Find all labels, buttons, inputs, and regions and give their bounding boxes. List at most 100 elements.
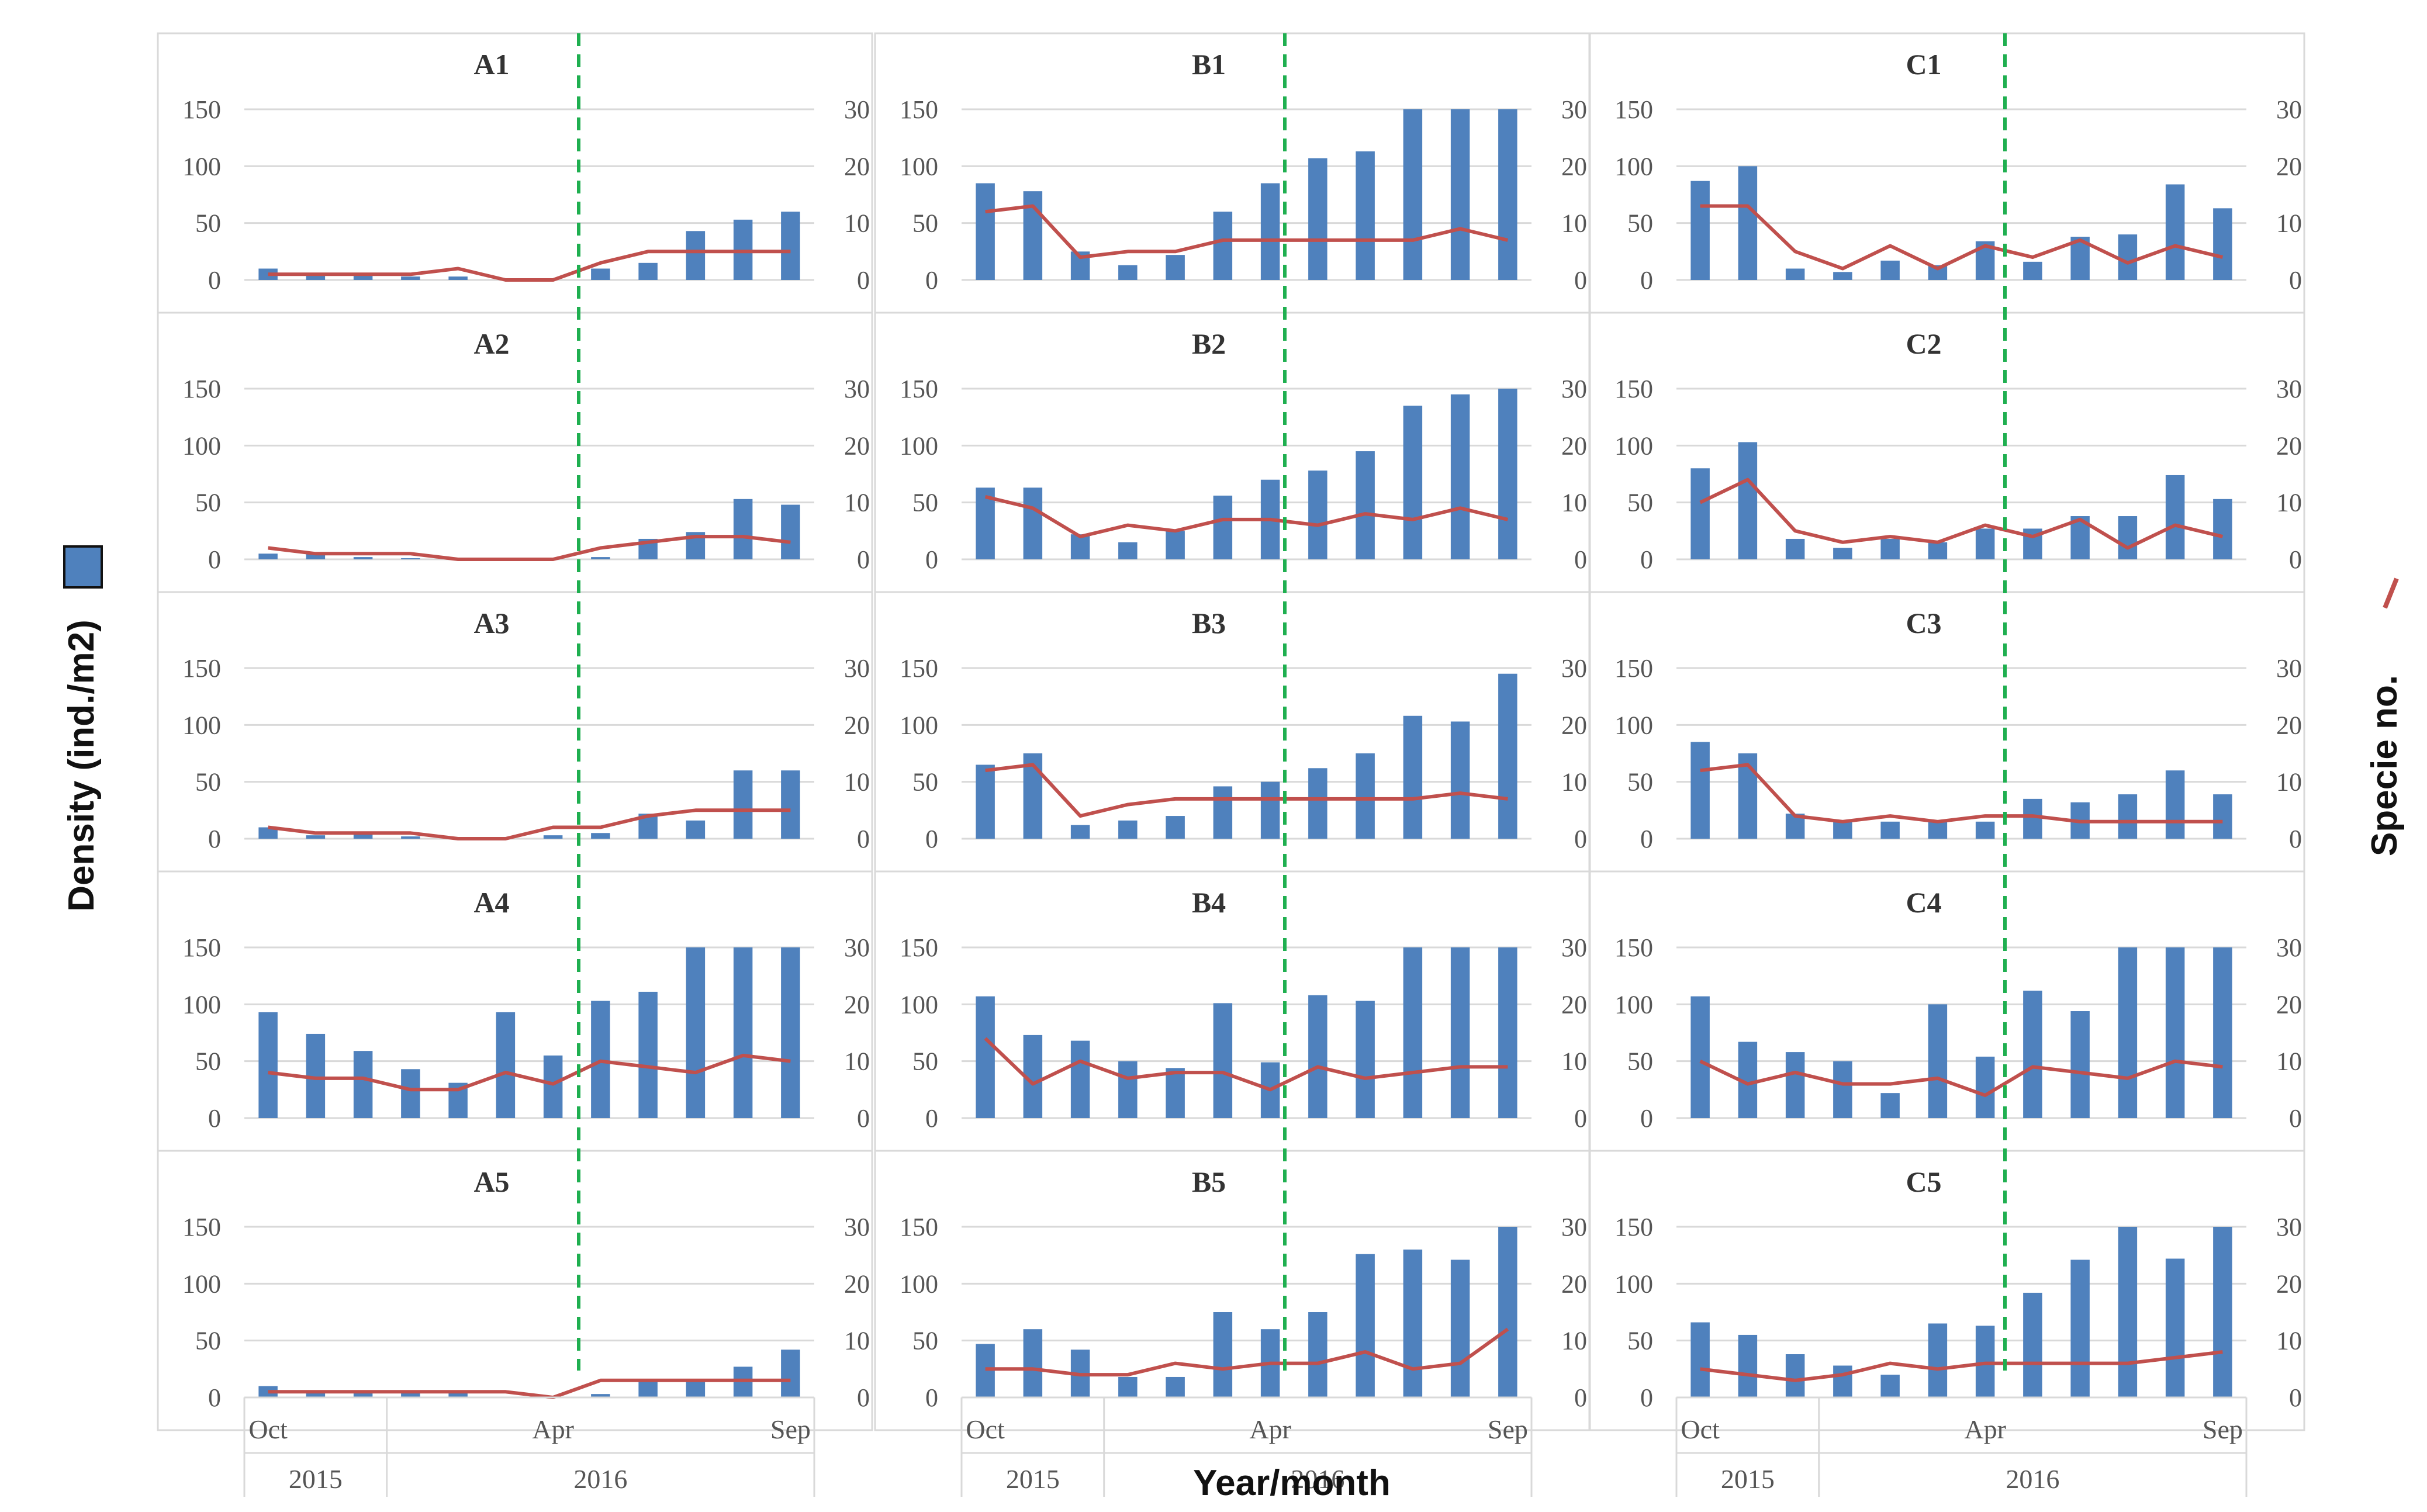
y-tick-right: 10 (2276, 768, 2302, 797)
density-bar (543, 835, 563, 839)
density-bar (1498, 1227, 1517, 1397)
density-bar (638, 262, 658, 280)
density-bar (1023, 753, 1043, 839)
y-tick-right: 10 (1561, 209, 1587, 238)
density-bar (2213, 947, 2232, 1118)
density-bar (1260, 781, 1280, 839)
density-bar (306, 835, 326, 839)
density-bar (1833, 821, 1852, 839)
density-bar (976, 764, 995, 839)
panel-title: C2 (1906, 327, 1941, 360)
density-bar (2118, 1227, 2138, 1397)
year-label: 2015 (1006, 1464, 1060, 1494)
year-label: 2015 (1721, 1464, 1775, 1494)
density-bar (401, 836, 420, 839)
y-tick-left: 100 (900, 1269, 938, 1298)
y-tick-right: 10 (1561, 489, 1587, 517)
y-tick-right: 0 (2289, 1104, 2302, 1133)
y-tick-left: 150 (182, 933, 221, 962)
species-line (985, 204, 1509, 260)
density-bar (2023, 990, 2042, 1118)
y-tick-right: 20 (844, 711, 870, 739)
panel-title: B5 (1192, 1165, 1226, 1198)
year-label: 2016 (1291, 1464, 1344, 1494)
density-axis-label: Density (ind./m2) (61, 620, 102, 912)
panel-title: A1 (473, 48, 509, 81)
y-tick-right: 10 (844, 768, 870, 797)
y-tick-right: 30 (2276, 375, 2302, 403)
density-bar (258, 827, 278, 839)
density-bar (1880, 821, 1900, 839)
density-legend-swatch (63, 545, 103, 589)
density-bar (591, 833, 610, 839)
y-tick-right: 20 (1561, 431, 1587, 460)
density-bar (638, 1380, 658, 1397)
density-bar (1738, 753, 1758, 839)
density-bar (543, 1055, 563, 1118)
density-bar (1785, 1052, 1805, 1118)
density-bar (1403, 406, 1423, 559)
species-line (984, 1037, 1508, 1092)
y-tick-left: 50 (195, 489, 221, 517)
y-tick-left: 0 (925, 825, 938, 853)
density-bar (2070, 1260, 2090, 1397)
density-bar (496, 1012, 516, 1118)
density-bar (781, 1350, 800, 1397)
species-line (268, 1053, 791, 1092)
species-line (1699, 478, 2224, 550)
y-tick-left: 150 (900, 95, 938, 124)
density-bar (1166, 531, 1185, 559)
y-tick-right: 0 (1574, 545, 1587, 574)
y-tick-left: 50 (195, 1047, 221, 1076)
y-tick-right: 10 (1561, 1327, 1587, 1355)
y-tick-left: 50 (195, 209, 221, 238)
panel-frame (157, 312, 873, 593)
density-bar (1118, 265, 1138, 280)
species-line (268, 535, 791, 561)
x-tick-label: Oct (248, 1414, 288, 1444)
density-bar (2213, 794, 2232, 839)
y-tick-right: 20 (1561, 152, 1587, 181)
density-bar (1690, 742, 1710, 839)
y-tick-left: 150 (182, 654, 221, 683)
density-bar (1690, 996, 1710, 1118)
density-bar (401, 276, 420, 280)
density-bar (1833, 548, 1852, 559)
density-bar (401, 1069, 420, 1118)
y-tick-left: 0 (925, 1383, 938, 1412)
density-bar (2165, 184, 2185, 280)
y-tick-right: 30 (1561, 95, 1587, 124)
x-tick-label: Sep (770, 1414, 811, 1444)
density-bar (733, 770, 753, 839)
y-tick-right: 30 (844, 654, 870, 683)
y-tick-right: 0 (1574, 266, 1587, 295)
y-tick-left: 0 (1640, 1383, 1653, 1412)
density-bar (1450, 947, 1470, 1118)
density-bar (306, 1390, 326, 1397)
density-bar (1356, 151, 1375, 280)
density-bar (1166, 1376, 1185, 1397)
y-tick-left: 150 (1614, 654, 1653, 683)
density-bar (1118, 1376, 1138, 1397)
species-line (1699, 1059, 2223, 1098)
y-tick-right: 20 (844, 431, 870, 460)
density-bar (2213, 1227, 2232, 1397)
y-tick-right: 10 (844, 1327, 870, 1355)
y-tick-right: 20 (2276, 1269, 2302, 1298)
y-tick-left: 50 (195, 768, 221, 797)
panel-b5: 0 50 100 150 0 10 20 30 B5 Oct Apr Sep 2015 2016 (874, 1150, 1591, 1497)
y-tick-left: 0 (208, 825, 221, 853)
panel-title: A4 (473, 886, 509, 919)
density-bar (1975, 1056, 1995, 1118)
panel-title: C3 (1906, 607, 1941, 639)
y-tick-left: 100 (1614, 152, 1653, 181)
density-bar (1403, 1249, 1423, 1397)
density-bar (353, 275, 373, 280)
y-tick-right: 0 (857, 1383, 870, 1412)
panel-a5: 0 50 100 150 0 10 20 30 A5 Oct Apr Sep 2015 2016 (157, 1150, 873, 1497)
panel-c3: 0 50 100 150 0 10 20 30 C3 (1589, 591, 2305, 873)
y-tick-left: 0 (925, 1104, 938, 1133)
y-tick-right: 20 (1561, 1269, 1587, 1298)
y-tick-left: 0 (1640, 266, 1653, 295)
